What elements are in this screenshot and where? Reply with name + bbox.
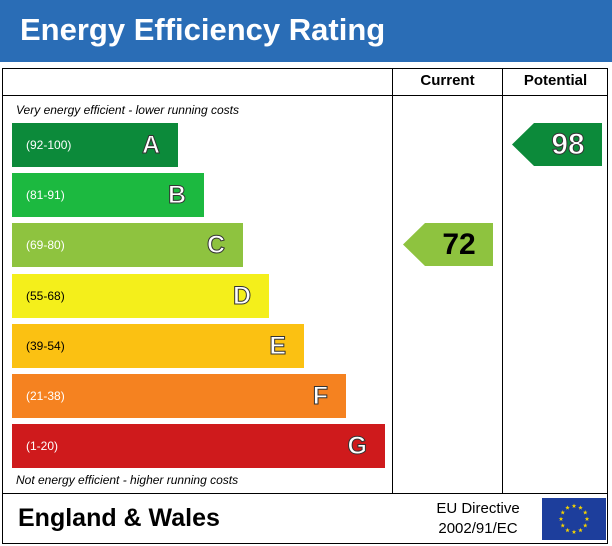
band-c: (69-80) C [12, 223, 243, 267]
current-rating-arrow: 72 [403, 223, 493, 266]
eu-star-icon [560, 523, 566, 528]
rating-frame [2, 68, 608, 544]
region-label: England & Wales [18, 504, 220, 532]
eu-star-icon [584, 516, 590, 521]
page-title: Energy Efficiency Rating [20, 12, 386, 47]
band-d-letter: D [232, 282, 251, 311]
header-bar: Energy Efficiency Rating [0, 0, 612, 62]
band-e-letter: E [269, 332, 287, 361]
band-a: (92-100) A [12, 123, 178, 167]
divider-potential [502, 68, 503, 493]
band-b-range: (81-91) [26, 188, 65, 202]
band-c-letter: C [206, 231, 225, 260]
divider-current [392, 68, 393, 493]
eu-star-icon [578, 527, 583, 533]
band-g: (1-20) G [12, 424, 385, 468]
band-d-range: (55-68) [26, 289, 65, 303]
band-f: (21-38) F [12, 374, 346, 418]
current-rating-value: 72 [442, 228, 476, 261]
band-b-letter: B [167, 181, 186, 210]
band-e-range: (39-54) [26, 339, 65, 353]
eu-star-icon [578, 505, 583, 510]
band-f-range: (21-38) [26, 389, 65, 403]
eu-star-icon [560, 510, 566, 515]
band-b: (81-91) B [12, 173, 204, 217]
eu-star-icon [582, 510, 588, 515]
caption-top: Very energy efficient - lower running co… [16, 103, 239, 117]
band-e: (39-54) E [12, 324, 304, 368]
directive-line-2: 2002/91/EC [438, 520, 518, 537]
eu-star-icon [565, 505, 570, 510]
eu-star-icon [558, 516, 564, 521]
caption-bottom: Not energy efficient - higher running co… [16, 473, 239, 487]
potential-rating-value: 98 [551, 128, 585, 162]
eu-star-icon [571, 529, 577, 534]
potential-column-header: Potential [523, 72, 588, 89]
footer-row-divider [2, 493, 608, 494]
eu-star-icon [565, 527, 570, 533]
eu-flag-icon [542, 498, 606, 540]
band-d: (55-68) D [12, 274, 269, 318]
eu-star-icon [582, 523, 588, 528]
band-c-range: (69-80) [26, 238, 65, 252]
band-g-letter: G [347, 432, 367, 461]
current-column-header: Current [420, 72, 475, 89]
band-a-range: (92-100) [26, 138, 72, 152]
directive-line-1: EU Directive [436, 500, 520, 517]
band-a-letter: A [141, 131, 160, 160]
eu-star-icon [571, 503, 577, 508]
potential-rating-arrow: 98 [512, 123, 602, 166]
band-g-range: (1-20) [26, 439, 59, 453]
header-row-divider [2, 95, 608, 96]
band-f-letter: F [312, 382, 328, 411]
